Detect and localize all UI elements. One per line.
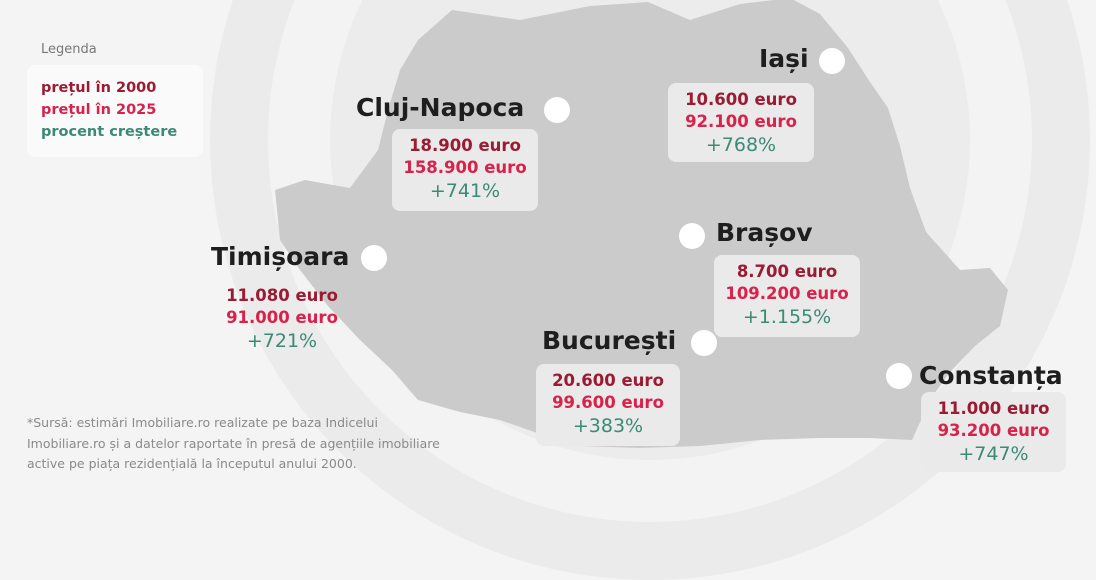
price-2025-bucuresti: 99.600 euro — [552, 393, 664, 412]
price-box-brasov: 8.700 euro 109.200 euro +1.155% — [714, 255, 860, 337]
price-2000-cluj: 18.900 euro — [409, 136, 521, 155]
price-2025-cluj: 158.900 euro — [403, 158, 527, 177]
legend-item-price-2025: prețul în 2025 — [41, 102, 157, 118]
price-2000-timisoara: 11.080 euro — [226, 286, 338, 305]
legend-item-growth: procent creștere — [41, 124, 178, 140]
price-box-bucuresti: 20.600 euro 99.600 euro +383% — [536, 364, 680, 446]
price-box-timisoara: 11.080 euro 91.000 euro +721% — [212, 279, 352, 360]
legend-title: Legenda — [41, 42, 97, 57]
city-marker-brasov[interactable] — [679, 223, 705, 249]
growth-timisoara: +721% — [246, 330, 318, 352]
legend-box: prețul în 2000 prețul în 2025 procent cr… — [27, 65, 203, 157]
city-marker-iasi[interactable] — [819, 48, 845, 74]
price-2025-iasi: 92.100 euro — [685, 112, 797, 131]
growth-bucuresti: +383% — [572, 415, 644, 437]
source-note: *Sursă: estimări Imobiliare.ro realizate… — [27, 415, 440, 471]
city-marker-timisoara[interactable] — [361, 245, 387, 271]
city-marker-bucuresti[interactable] — [691, 330, 717, 356]
price-2000-iasi: 10.600 euro — [685, 90, 797, 109]
city-name-brasov: Brașov — [716, 218, 813, 247]
growth-cluj: +741% — [429, 180, 501, 202]
price-2025-brasov: 109.200 euro — [725, 284, 849, 303]
price-2000-bucuresti: 20.600 euro — [552, 371, 664, 390]
city-name-constanta: Constanța — [919, 361, 1063, 390]
city-marker-constanta[interactable] — [886, 363, 912, 389]
price-2025-constanta: 93.200 euro — [937, 421, 1050, 440]
growth-brasov: +1.155% — [742, 306, 832, 328]
infographic-canvas: Legenda prețul în 2000 prețul în 2025 pr… — [27, 0, 1066, 472]
growth-iasi: +768% — [705, 134, 777, 156]
price-box-cluj: 18.900 euro 158.900 euro +741% — [392, 129, 538, 211]
city-name-timisoara: Timișoara — [211, 242, 350, 271]
city-name-bucuresti: București — [542, 326, 677, 355]
city-name-iasi: Iași — [759, 44, 809, 73]
price-2025-timisoara: 91.000 euro — [226, 308, 338, 327]
price-2000-constanta: 11.000 euro — [937, 399, 1050, 418]
city-name-cluj: Cluj-Napoca — [356, 93, 525, 122]
legend-item-price-2000: prețul în 2000 — [41, 80, 157, 96]
price-box-iasi: 10.600 euro 92.100 euro +768% — [668, 83, 814, 162]
price-2000-brasov: 8.700 euro — [736, 262, 838, 281]
price-box-constanta: 11.000 euro 93.200 euro +747% — [921, 392, 1066, 472]
growth-constanta: +747% — [958, 443, 1029, 465]
city-marker-cluj[interactable] — [544, 97, 570, 123]
